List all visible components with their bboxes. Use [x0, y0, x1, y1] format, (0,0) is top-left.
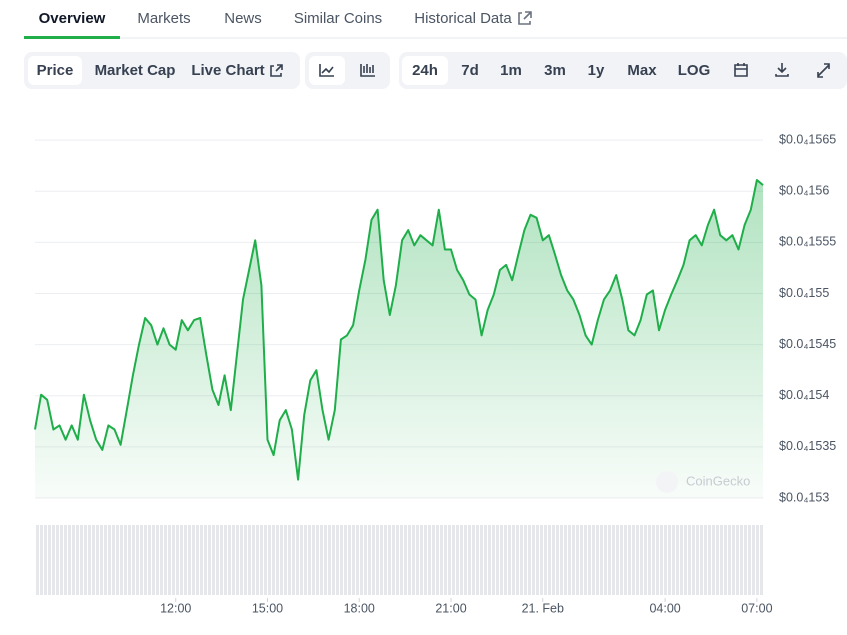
y-tick-label: $0.0₄1535 [779, 439, 836, 453]
external-icon [518, 11, 532, 25]
y-tick-label: $0.0₄1565 [779, 132, 836, 146]
download-button[interactable] [775, 63, 789, 77]
x-tick-label: 21:00 [435, 601, 466, 615]
y-tick-label: $0.0₄156 [779, 184, 829, 198]
y-tick-label: $0.0₄153 [779, 490, 829, 504]
active-tab-underline [24, 36, 120, 39]
x-tick-label: 07:00 [741, 601, 772, 615]
log-button[interactable]: LOG [678, 62, 711, 79]
active-button [28, 56, 82, 85]
y-tick-label: $0.0₄155 [779, 286, 829, 300]
tab[interactable]: Similar Coins [294, 10, 382, 27]
volume-bars [35, 525, 763, 595]
range-button[interactable]: 7d [461, 62, 479, 79]
x-tick-label: 04:00 [649, 601, 680, 615]
tab[interactable]: Historical Data [414, 10, 512, 27]
chart-tab[interactable]: Market Cap [95, 62, 176, 79]
tab[interactable]: News [224, 10, 262, 27]
y-tick-label: $0.0₄154 [779, 388, 829, 402]
y-tick-label: $0.0₄1555 [779, 235, 836, 249]
tab[interactable]: Markets [137, 10, 190, 27]
ui: Overview Markets News Similar Coins Historic… [28, 10, 710, 85]
line-icon [319, 64, 334, 77]
fullscreen-button[interactable] [817, 63, 830, 78]
price-line [34, 179, 764, 481]
range-button[interactable]: 3m [544, 62, 566, 79]
range-button[interactable]: Max [627, 62, 657, 79]
x-tick-label: 18:00 [344, 601, 375, 615]
range-button[interactable]: 24h [412, 62, 438, 79]
x-tick-label: 15:00 [252, 601, 283, 615]
toolbar-group [399, 52, 847, 89]
range-button[interactable]: 1y [588, 62, 605, 79]
x-tick-label: 21. Feb [522, 601, 564, 615]
external-icon [270, 64, 283, 77]
candle-icon[interactable] [360, 64, 375, 77]
chart-tab[interactable]: Live Chart [191, 62, 264, 79]
toolbar-group [24, 52, 300, 89]
watermark: CoinGecko [686, 473, 750, 488]
area-fill [35, 180, 763, 498]
tab[interactable]: Overview [39, 10, 106, 27]
plot: $0.0₄153 $0.0₄1535 $0.0₄154 $0.0₄1545 $0.0₄1… [34, 132, 836, 615]
x-tick-label: 12:00 [160, 601, 191, 615]
watermark-logo [656, 471, 678, 493]
chart-tab[interactable]: Price [37, 62, 74, 79]
calendar-button[interactable] [734, 63, 748, 77]
y-tick-label: $0.0₄1545 [779, 337, 836, 351]
range-button[interactable]: 1m [500, 62, 522, 79]
active-button [402, 56, 448, 85]
